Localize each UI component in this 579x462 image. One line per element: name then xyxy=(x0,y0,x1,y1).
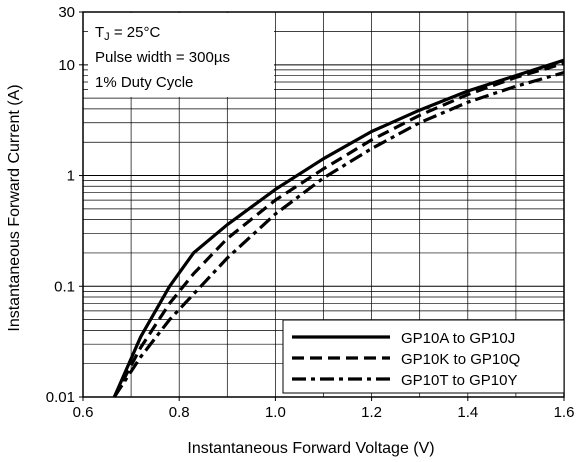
y-tick-label: 1 xyxy=(67,168,75,185)
x-tick-label: 0.8 xyxy=(169,404,190,421)
y-tick-label: 0.1 xyxy=(54,278,75,295)
series-line-1 xyxy=(112,61,565,398)
x-axis-label: Instantaneous Forward Voltage (V) xyxy=(187,440,434,457)
x-tick-label: 1.0 xyxy=(265,404,286,421)
legend: GP10A to GP10J GP10K to GP10Q GP10T to G… xyxy=(282,319,565,394)
series-line-2 xyxy=(112,71,565,398)
y-tick-label: 0.01 xyxy=(46,389,75,406)
annotation-tj-rest: = 25°C xyxy=(110,24,161,41)
conditions-annotation: TJ = 25°C Pulse width = 300µs 1% Duty Cy… xyxy=(88,13,274,97)
ticks: 0.6 0.8 1.0 1.2 1.4 1.6 0.01 0.1 1 10 30 xyxy=(46,4,575,421)
annotation-background xyxy=(88,13,274,97)
legend-label-gp10k-gp10q: GP10K to GP10Q xyxy=(401,351,520,368)
y-tick-label: 10 xyxy=(58,57,75,74)
y-axis-label: Instantaneous Forward Current (A) xyxy=(6,84,23,331)
legend-label-gp10t-gp10y: GP10T to GP10Y xyxy=(401,372,517,389)
series-line-0 xyxy=(112,58,565,398)
y-tick-label: 30 xyxy=(58,4,75,21)
annotation-line-2: Pulse width = 300µs xyxy=(95,49,230,66)
x-tick-label: 1.4 xyxy=(457,404,478,421)
x-tick-label: 1.6 xyxy=(554,404,575,421)
x-tick-label: 1.2 xyxy=(361,404,382,421)
annotation-line-3: 1% Duty Cycle xyxy=(95,74,193,91)
annotation-tj-main: T xyxy=(95,24,104,41)
legend-label-gp10a-gp10j: GP10A to GP10J xyxy=(401,330,515,347)
series-lines xyxy=(112,58,565,398)
annotation-tj-sub: J xyxy=(104,31,110,43)
annotation-line-1: TJ = 25°C xyxy=(95,24,160,43)
plot-frame xyxy=(82,11,565,398)
x-tick-label: 0.6 xyxy=(73,404,94,421)
